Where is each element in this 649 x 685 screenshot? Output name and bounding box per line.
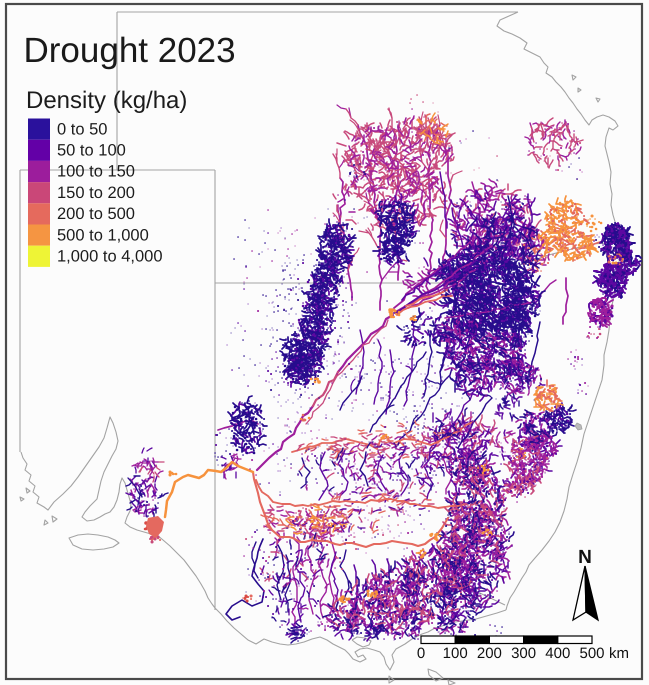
svg-text:200 to 500: 200 to 500 [57,205,135,223]
svg-text:200: 200 [477,645,502,662]
svg-text:1,000 to 4,000: 1,000 to 4,000 [57,248,163,266]
svg-text:500 to 1,000: 500 to 1,000 [57,226,149,244]
svg-text:Density (kg/ha): Density (kg/ha) [26,87,187,114]
svg-text:500: 500 [579,645,604,662]
svg-text:0: 0 [417,645,425,662]
svg-text:150 to 200: 150 to 200 [57,184,135,202]
svg-text:Drought 2023: Drought 2023 [24,31,236,70]
svg-text:0 to 50: 0 to 50 [57,120,107,138]
svg-text:100 to 150: 100 to 150 [57,163,135,181]
svg-text:N: N [578,547,592,568]
svg-text:100: 100 [443,645,468,662]
svg-text:400: 400 [545,645,570,662]
svg-text:300: 300 [511,645,536,662]
svg-text:50 to 100: 50 to 100 [57,142,126,160]
svg-text:km: km [609,645,629,662]
